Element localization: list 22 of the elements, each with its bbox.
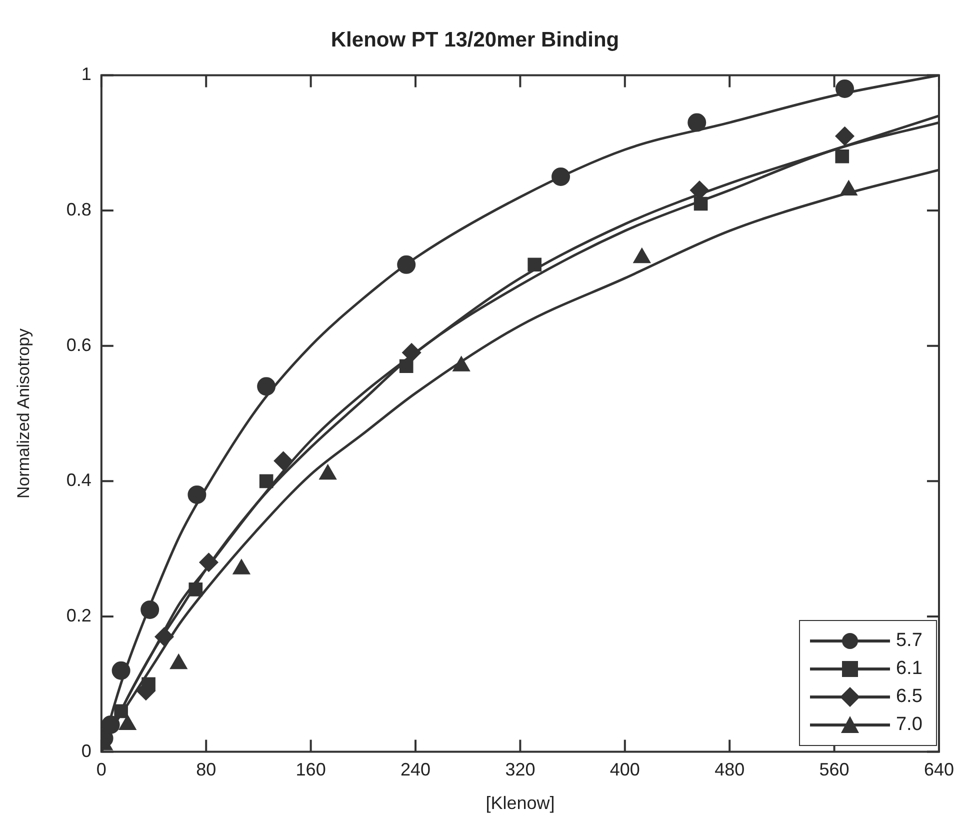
x-tick-label: 80 (196, 760, 216, 780)
x-tick-label: 400 (610, 760, 640, 780)
x-tick-label: 160 (296, 760, 326, 780)
legend-label: 5.7 (896, 630, 922, 652)
x-tick-label: 640 (924, 760, 954, 780)
y-axis-title: Normalized Anisotropy (14, 328, 33, 499)
x-tick-label: 560 (819, 760, 850, 780)
x-tick-label: 480 (714, 760, 745, 780)
legend-label: 7.0 (896, 714, 922, 736)
x-axis-title: [Klenow] (486, 793, 555, 814)
y-tick-label: 0.2 (66, 605, 92, 626)
y-tick-label: 0 (81, 740, 92, 761)
chart-title: Klenow PT 13/20mer Binding (330, 28, 620, 52)
x-tick-label: 240 (400, 760, 431, 780)
x-tick-label: 0 (96, 760, 106, 780)
y-tick-label: 1 (81, 64, 92, 84)
y-tick-label: 0.4 (66, 470, 92, 490)
legend-label: 6.1 (896, 658, 922, 680)
y-tick-label: 0.8 (66, 199, 92, 220)
legend-label: 6.5 (896, 686, 922, 708)
x-tick-label: 320 (505, 760, 536, 780)
y-tick-label: 0.6 (66, 334, 92, 355)
